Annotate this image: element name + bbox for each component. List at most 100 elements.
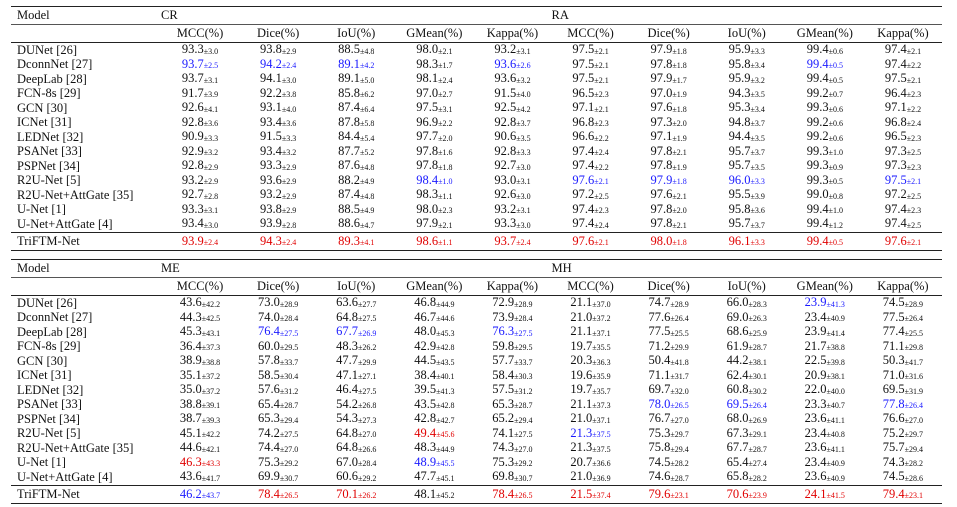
metric-value: 38.9±38.8 [161, 354, 239, 369]
metric-value: 97.2±2.5 [864, 188, 942, 203]
mean-value: 92.8 [494, 144, 517, 158]
mean-value: 93.8 [260, 42, 282, 56]
mean-value: 75.8 [648, 441, 671, 454]
table-row: DconnNet [27] 44.3±42.5 74.0±28.4 64.8±27.5… [11, 311, 942, 326]
metric-value: 98.4±1.0 [395, 174, 473, 189]
std-value: ±6.2 [359, 90, 375, 99]
mean-value: 88.6 [338, 217, 360, 230]
metric-header: GMean(%) [785, 24, 864, 43]
std-value: ±27.4 [748, 459, 767, 468]
std-value: ±27.0 [279, 444, 299, 454]
metric-value: 91.5±3.3 [239, 130, 317, 145]
mean-value: 65.4 [258, 397, 280, 411]
std-value: ±2.4 [516, 238, 531, 247]
metric-value: 47.7±45.1 [395, 470, 473, 485]
std-value: ±26.4 [904, 314, 924, 323]
mean-value: 79.6 [648, 486, 671, 501]
std-value: ±4.1 [359, 238, 375, 247]
metric-value: 76.3±27.5 [473, 325, 551, 340]
mean-value: 21.0 [570, 412, 593, 425]
std-value: ±43.3 [201, 459, 221, 468]
mean-value: 22.5 [804, 354, 827, 367]
mean-value: 75.2 [882, 426, 905, 440]
mean-value: 97.5 [572, 57, 595, 71]
std-value: ±23.1 [904, 491, 924, 500]
std-value: ±29.7 [670, 430, 689, 439]
mean-value: 38.7 [179, 412, 202, 425]
metric-value: 97.8±1.9 [630, 159, 708, 174]
std-value: ±2.1 [906, 75, 922, 85]
metric-value: 99.4±0.5 [786, 72, 864, 87]
mean-value: 97.6 [650, 188, 673, 201]
metric-value: 97.4±2.3 [552, 203, 630, 218]
mean-value: 60.8 [726, 383, 749, 396]
std-value: ±2.9 [281, 206, 297, 215]
std-value: ±37.3 [592, 401, 611, 410]
std-value: ±41.3 [436, 386, 455, 396]
mean-value: 47.7 [414, 470, 437, 483]
mean-value: 57.5 [492, 383, 515, 396]
std-value: ±3.0 [516, 220, 531, 230]
metric-value: 96.9±2.2 [395, 116, 473, 131]
std-value: ±2.5 [203, 61, 219, 70]
mean-value: 68.0 [726, 412, 749, 425]
std-value: ±5.2 [359, 148, 375, 157]
metric-value: 57.7±33.7 [473, 354, 551, 369]
metric-header: Kappa(%) [473, 277, 552, 296]
metric-value: 99.3±1.0 [786, 145, 864, 160]
mean-value: 74.2 [258, 426, 280, 440]
mean-value: 99.3 [806, 173, 829, 187]
mean-value: 97.8 [650, 144, 673, 158]
mean-value: 75.3 [648, 426, 671, 440]
metric-value: 96.8±2.4 [864, 116, 942, 131]
metric-value: 79.6±23.1 [629, 484, 708, 504]
table-row: FCN-8s [29] 36.4±37.3 60.0±29.5 48.3±26.2 42… [11, 340, 942, 355]
std-value: ±3.2 [516, 75, 531, 85]
mean-value: 93.3 [181, 202, 204, 216]
metric-value: 21.0±36.9 [551, 470, 629, 485]
mean-value: 95.9 [728, 42, 751, 56]
std-value: ±28.7 [514, 401, 533, 410]
mean-value: 90.9 [181, 130, 204, 143]
std-value: ±3.6 [750, 206, 765, 215]
mean-value: 21.1 [570, 325, 593, 338]
std-value: ±3.8 [281, 90, 297, 99]
metric-value: 77.4±25.5 [864, 325, 942, 340]
mean-value: 95.7 [728, 144, 751, 158]
metric-value: 97.6±2.1 [551, 231, 630, 251]
std-value: ±31.9 [904, 386, 924, 396]
metric-value: 19.6±35.9 [551, 369, 629, 384]
metric-value: 88.5±4.8 [317, 43, 395, 58]
std-value: ±27.5 [279, 328, 299, 338]
mean-value: 75.3 [492, 455, 515, 469]
mean-value: 91.5 [494, 86, 517, 100]
metric-value: 46.2±43.7 [161, 484, 240, 504]
mean-value: 97.6 [572, 173, 595, 187]
table-row: R2U-Net+AttGate [35] 44.6±42.1 74.4±27.0 64… [11, 441, 942, 456]
metric-value: 74.5±28.2 [630, 456, 708, 471]
std-value: ±42.8 [436, 401, 455, 410]
std-value: ±2.2 [906, 61, 922, 70]
std-value: ±2.3 [906, 162, 922, 172]
mean-value: 99.4 [806, 72, 829, 85]
mean-value: 92.6 [181, 101, 204, 114]
std-value: ±2.1 [672, 220, 687, 230]
metric-value: 97.4±2.5 [864, 217, 942, 232]
metric-value: 99.3±0.6 [786, 101, 864, 116]
std-value: ±2.9 [281, 162, 297, 172]
mean-value: 96.5 [884, 130, 907, 143]
metric-value: 97.0±1.9 [630, 87, 708, 102]
metric-value: 95.9±3.3 [708, 43, 786, 58]
std-value: ±2.9 [281, 191, 297, 201]
std-value: ±30.3 [514, 372, 533, 381]
mean-value: 90.6 [494, 130, 517, 143]
mean-value: 99.2 [806, 115, 829, 129]
std-value: ±3.2 [750, 75, 765, 85]
mean-value: 20.7 [570, 455, 593, 469]
std-value: ±26.4 [748, 401, 767, 410]
mean-value: 97.8 [416, 159, 439, 172]
std-value: ±2.1 [672, 191, 687, 201]
mean-value: 93.4 [181, 217, 204, 230]
metric-value: 50.3±41.7 [864, 354, 942, 369]
metric-header: IoU(%) [707, 277, 786, 296]
